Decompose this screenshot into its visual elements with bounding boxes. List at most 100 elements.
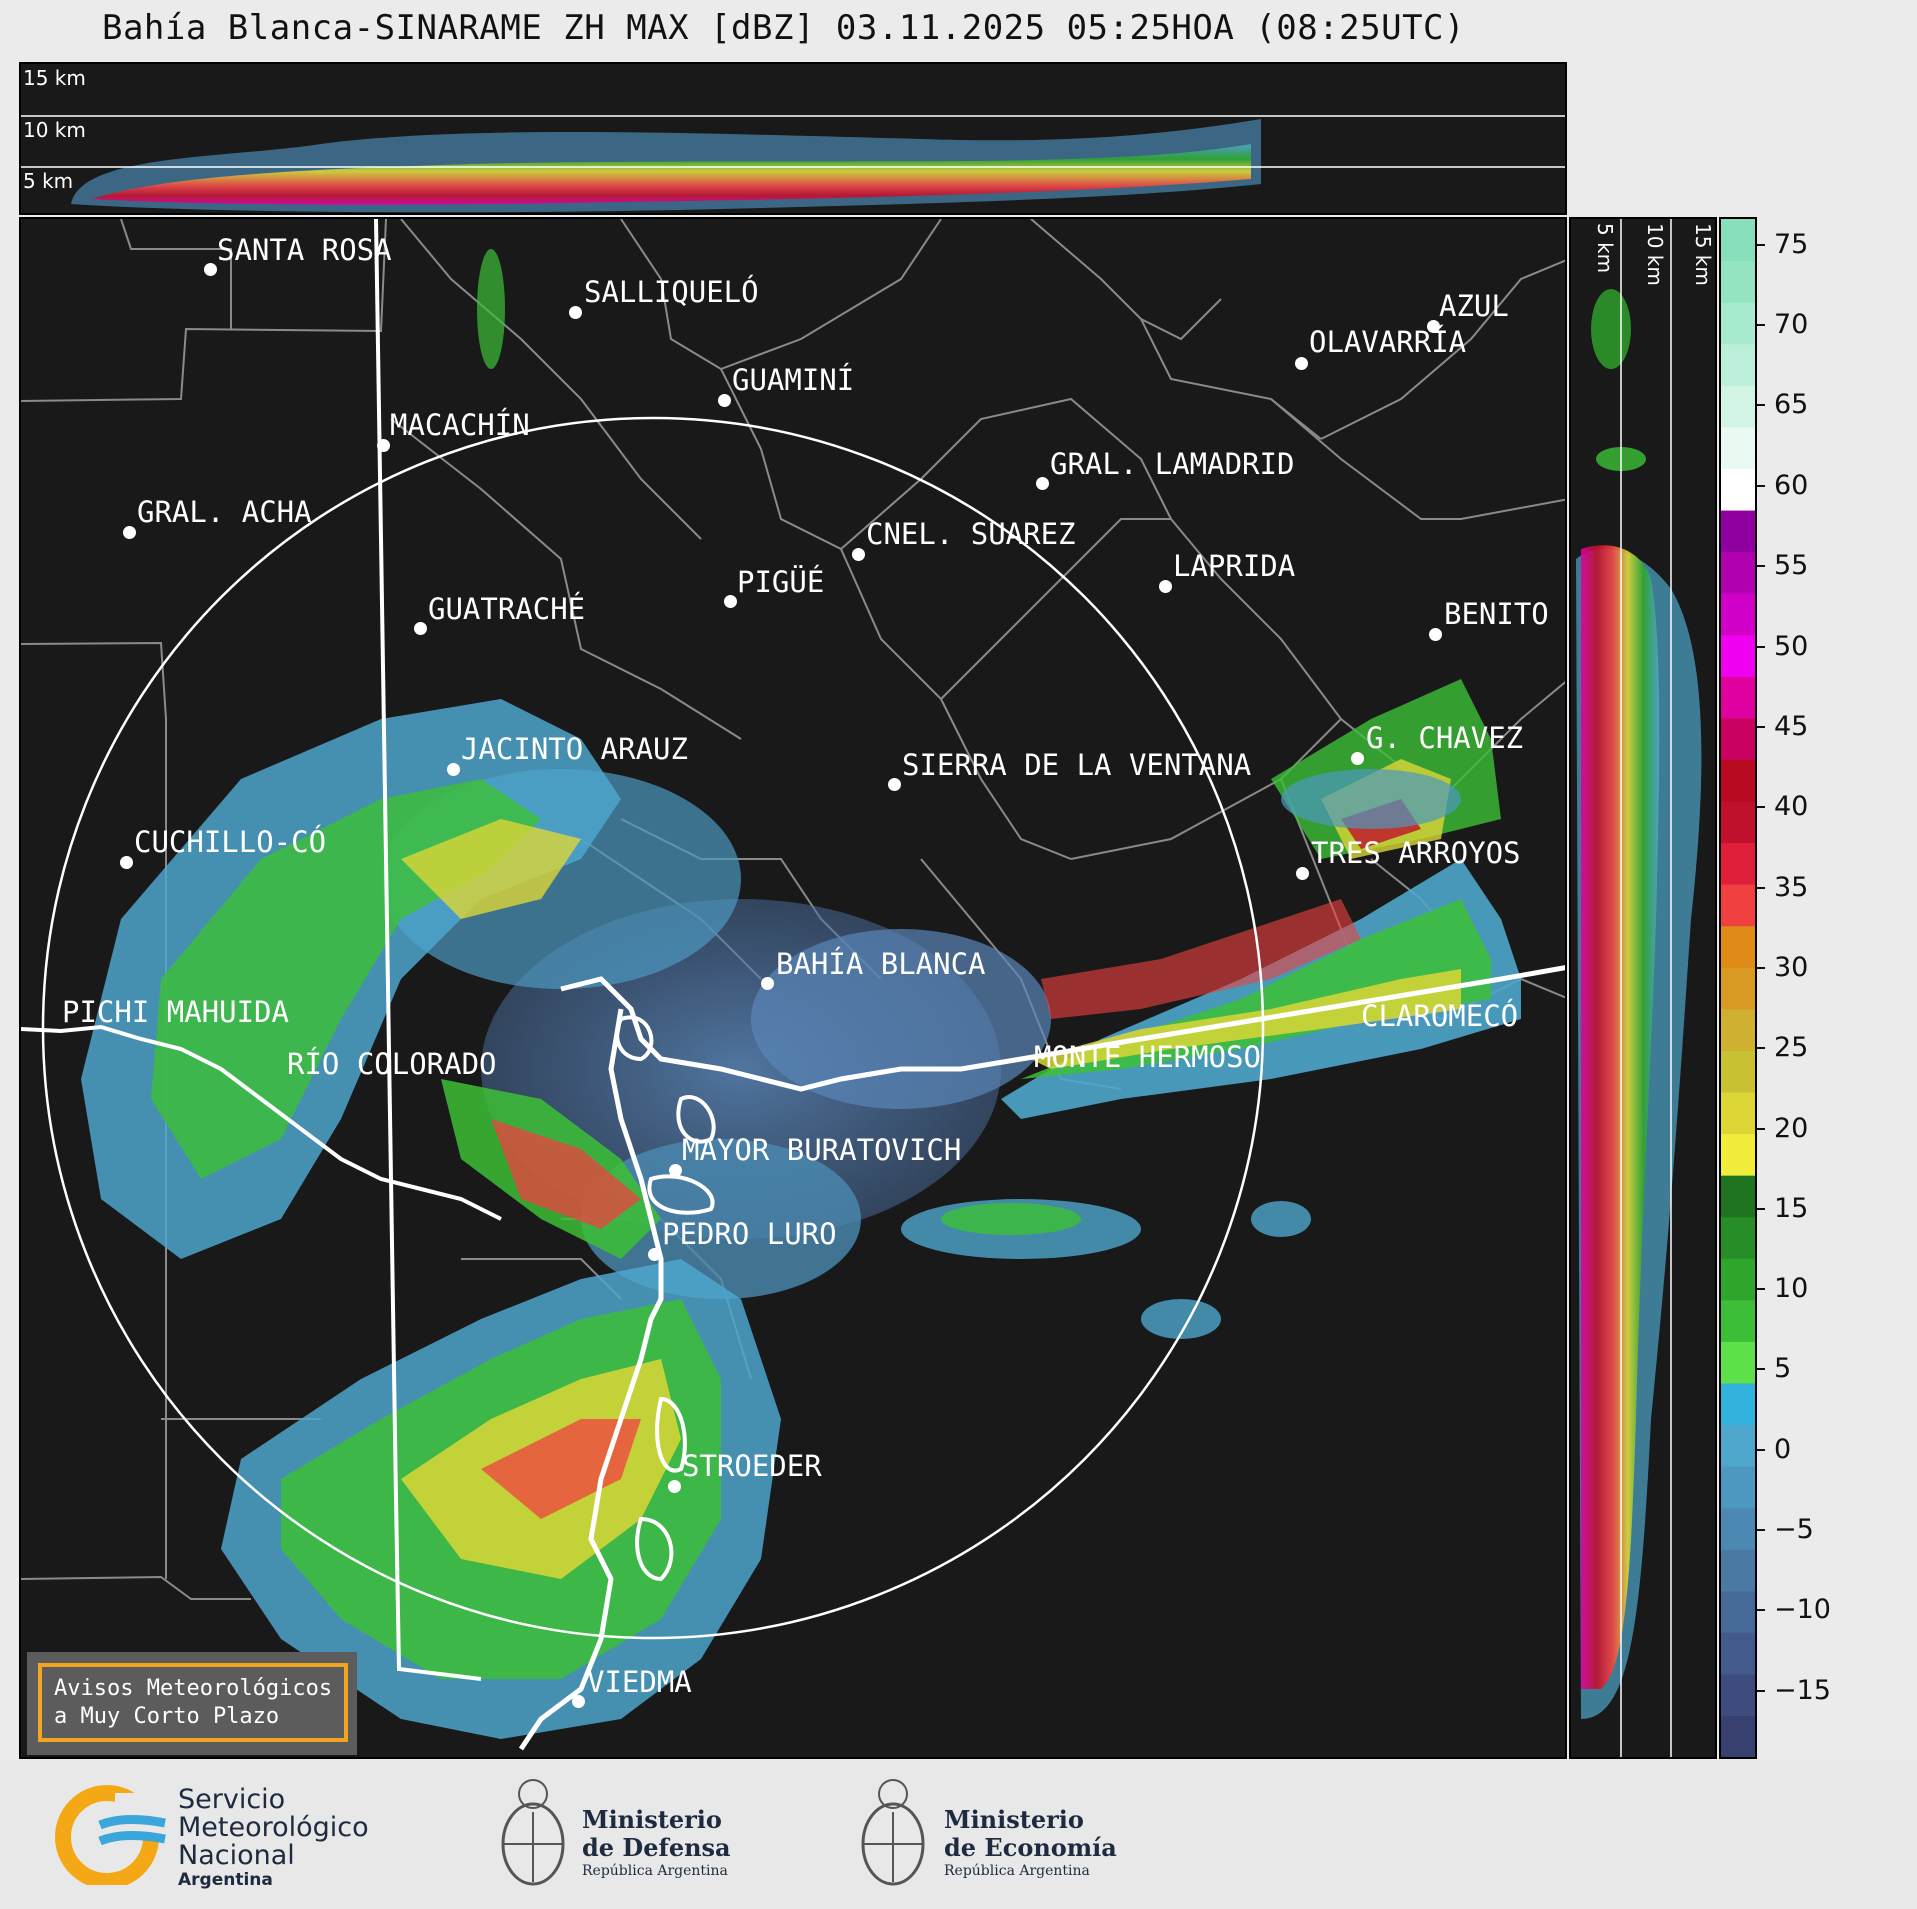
city-dot-olavarria (1295, 357, 1308, 370)
city-dot-guatrache (414, 622, 427, 635)
city-label-sierra-de-la-ventana: SIERRA DE LA VENTANA (902, 748, 1252, 782)
bay-islands (615, 1015, 716, 1582)
colorbar-segment (1721, 1008, 1755, 1051)
colorbar-segment (1721, 426, 1755, 470)
economia-line-2: de Economía (944, 1833, 1117, 1862)
map-title: Bahía Blanca-SINARAME ZH MAX [dBZ] 03.11… (101, 8, 1466, 48)
city-label-viedma: VIEDMA (587, 1665, 692, 1699)
colorbar-segment (1721, 1175, 1755, 1218)
city-label-mayor-buratovich: MAYOR BURATOVICH (682, 1133, 962, 1167)
colorbar-segment (1721, 1133, 1755, 1176)
colorbar-segment (1721, 634, 1755, 677)
city-label-salliquelo: SALLIQUELÓ (584, 275, 759, 309)
side-cross-section-panel: 5 km 10 km 15 km (1569, 217, 1717, 1759)
notice-text: Avisos Meteorológicos a Muy Corto Plazo (54, 1675, 332, 1731)
colorbar-segment (1721, 1050, 1755, 1093)
colorbar-segment (1721, 219, 1755, 262)
colorbar-segment (1721, 1549, 1755, 1592)
coastline-bay (518, 1008, 664, 1751)
smn-logo-text: Servicio Meteorológico Nacional Argentin… (178, 1786, 369, 1891)
colorbar-segment (1721, 1715, 1755, 1757)
city-label-claromeco: CLAROMECÓ (1361, 999, 1519, 1033)
provincial-boundary (374, 219, 482, 1681)
city-label-bahia-blanca: BAHÍA BLANCA (776, 947, 986, 981)
colorbar-segment (1721, 842, 1755, 885)
city-dot-g-chavez (1351, 752, 1364, 765)
radar-range-circle (41, 416, 1265, 1640)
defensa-line-3: República Argentina (582, 1863, 728, 1879)
city-label-cnel-suarez: CNEL. SUAREZ (866, 517, 1076, 551)
colorbar-segment (1721, 925, 1755, 968)
city-dot-macachin (377, 439, 390, 452)
city-label-santa-rosa: SANTA ROSA (217, 233, 392, 267)
city-label-pedro-luro: PEDRO LURO (662, 1217, 837, 1251)
city-dot-guamini (718, 394, 731, 407)
smn-line-2: Meteorológico (178, 1812, 369, 1843)
city-label-rio-colorado: RÍO COLORADO (287, 1047, 497, 1081)
smn-logo-icon (55, 1785, 175, 1885)
coastline (560, 965, 1565, 1092)
colorbar-segment (1721, 1632, 1755, 1675)
defensa-line-2: de Defensa (582, 1833, 731, 1862)
colorbar-segment (1721, 385, 1755, 428)
colorbar-segment (1721, 260, 1755, 303)
colorbar-segment (1721, 676, 1755, 719)
top-cross-section-echoes (21, 115, 1565, 213)
colorbar-gradient (1721, 219, 1755, 1757)
height-label-15km: 15 km (23, 66, 86, 90)
city-dot-cnel-suarez (852, 548, 865, 561)
colorbar-segment (1721, 302, 1755, 345)
colorbar-segment (1721, 967, 1755, 1010)
city-dot-cuchillo-co (120, 856, 133, 869)
city-dot-salliquelo (569, 306, 582, 319)
city-label-macachin: MACACHÍN (390, 408, 530, 442)
city-label-guamini: GUAMINÍ (732, 363, 855, 397)
colorbar-segment (1721, 1424, 1755, 1467)
city-label-cuchillo-co: CUCHILLO-CÓ (134, 825, 327, 859)
city-label-gral-acha: GRAL. ACHA (137, 495, 312, 529)
notice-border: Avisos Meteorológicos a Muy Corto Plazo (38, 1663, 348, 1742)
city-dot-azul (1427, 320, 1440, 333)
colorbar-segment (1721, 1590, 1755, 1633)
city-label-benito: BENITO (1444, 597, 1549, 631)
city-label-azul: AZUL (1439, 289, 1509, 323)
footer-logos: Servicio Meteorológico Nacional Argentin… (0, 1760, 1917, 1909)
city-dot-viedma (572, 1695, 585, 1708)
coat-of-arms-economia-icon (861, 1779, 925, 1886)
city-dot-santa-rosa (204, 263, 217, 276)
colorbar-segment (1721, 343, 1755, 386)
height-label-15km-side: 15 km (1691, 223, 1715, 286)
city-label-jacinto-arauz: JACINTO ARAUZ (461, 732, 688, 766)
colorbar-segment (1721, 1258, 1755, 1301)
defensa-line-1: Ministerio (582, 1805, 722, 1834)
city-dot-mayor-buratovich (669, 1164, 682, 1177)
city-dot-stroeder (668, 1480, 681, 1493)
colorbar-segment (1721, 468, 1755, 511)
top-cross-section-panel: 15 km 10 km 5 km (19, 62, 1567, 215)
city-dot-tres-arroyos (1296, 867, 1309, 880)
city-dot-sierra-de-la-ventana (888, 778, 901, 791)
smn-line-4: Argentina (178, 1870, 273, 1890)
radar-map-layers (21, 219, 1565, 1751)
city-dot-laprida (1159, 580, 1172, 593)
colorbar-segment (1721, 759, 1755, 802)
notice-line-1: Avisos Meteorológicos (54, 1676, 333, 1701)
top-panel-reference-lines (21, 115, 1565, 168)
radar-map-panel: SANTA ROSA SALLIQUELÓ AZUL OLAVARRÍA GUA… (19, 217, 1567, 1759)
colorbar-segment (1721, 551, 1755, 594)
colorbar-segment (1721, 1299, 1755, 1342)
coat-of-arms-defensa-icon (501, 1779, 565, 1886)
city-label-pigue: PIGÜÉ (737, 565, 825, 599)
economia-line-3: República Argentina (944, 1863, 1090, 1879)
colorbar-segment (1721, 593, 1755, 636)
colorbar-segment (1721, 1466, 1755, 1509)
colorbar-segment (1721, 509, 1755, 553)
dbz-colorbar (1719, 217, 1757, 1759)
city-label-guatrache: GUATRACHÉ (428, 592, 586, 626)
colorbar-segment (1721, 1507, 1755, 1550)
city-dot-pigue (724, 595, 737, 608)
side-cross-section-echoes (1576, 219, 1702, 1757)
side-panel-reference-lines (1620, 219, 1672, 1757)
colorbar-segment (1721, 1341, 1755, 1384)
height-label-10km-side: 10 km (1643, 223, 1667, 286)
